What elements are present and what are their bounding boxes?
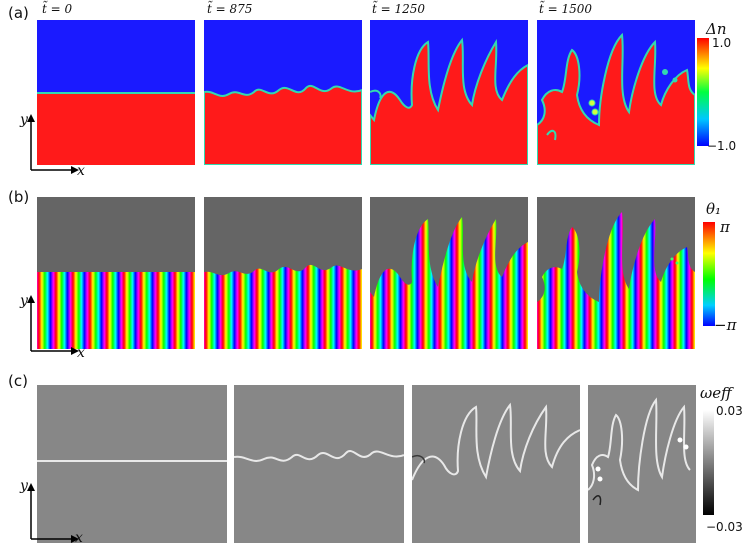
vorticity-panel-t1500 bbox=[588, 385, 696, 543]
vorticity-panel-t875 bbox=[234, 385, 404, 543]
colorbar-a-max: 1.0 bbox=[712, 36, 732, 50]
vorticity-panel-t1250 bbox=[412, 385, 580, 543]
colorbar-a-min: −1.0 bbox=[707, 139, 737, 153]
axis-x-b: x bbox=[77, 345, 85, 361]
colorbar-b-title: θ₁ bbox=[706, 200, 722, 218]
axis-x-c: x bbox=[75, 530, 83, 546]
time-label-1250: t̃ = 1250 bbox=[372, 2, 426, 16]
colorbar-b-max: π bbox=[720, 218, 730, 236]
phase-panel-t875 bbox=[204, 197, 362, 349]
colorbar-b bbox=[703, 222, 715, 326]
time-label-875: t̃ = 875 bbox=[207, 2, 253, 16]
colorbar-c bbox=[703, 410, 714, 515]
axis-y-b: y bbox=[20, 293, 28, 309]
axes-arrows-a bbox=[27, 114, 79, 174]
vorticity-panel-t0 bbox=[37, 385, 227, 543]
density-panel-t1500 bbox=[537, 20, 695, 165]
time-label-0: t̃ = 0 bbox=[42, 2, 73, 16]
density-panel-t0 bbox=[37, 20, 195, 165]
colorbar-b-min: −π bbox=[714, 316, 737, 334]
colorbar-a bbox=[697, 38, 709, 146]
panel-label-c: (c) bbox=[8, 372, 28, 390]
axes-arrows-b bbox=[27, 295, 79, 355]
density-panel-t875 bbox=[204, 20, 362, 165]
axis-y-a: y bbox=[20, 112, 28, 128]
panel-label-b: (b) bbox=[8, 188, 30, 206]
axis-x-a: x bbox=[77, 163, 85, 179]
axis-y-c: y bbox=[20, 478, 28, 494]
panel-label-a: (a) bbox=[8, 4, 29, 22]
time-label-1500: t̃ = 1500 bbox=[539, 2, 593, 16]
phase-panel-t0 bbox=[37, 197, 195, 349]
phase-panel-t1250 bbox=[370, 197, 528, 349]
colorbar-c-max: 0.03 bbox=[716, 404, 743, 418]
density-panel-t1250 bbox=[370, 20, 528, 165]
phase-panel-t1500 bbox=[537, 197, 695, 349]
colorbar-a-title: Δn bbox=[706, 20, 727, 38]
colorbar-c-min: −0.03 bbox=[706, 520, 743, 534]
colorbar-c-title: ωeff bbox=[700, 384, 732, 402]
axes-arrows-c bbox=[27, 483, 79, 543]
